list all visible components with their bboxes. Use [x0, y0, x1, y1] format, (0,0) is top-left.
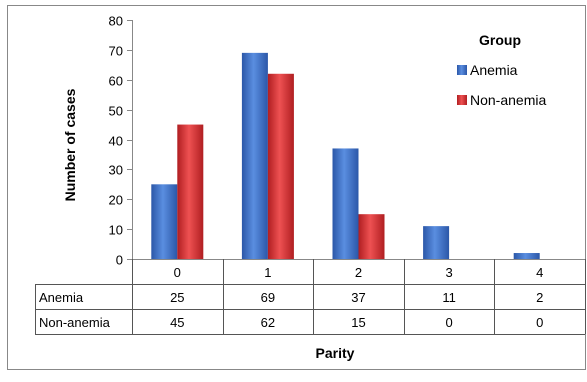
y-tick-label: 20: [109, 193, 123, 208]
x-tick-label: 0: [174, 265, 181, 280]
x-tick-label: 1: [264, 265, 271, 280]
table-cell: 11: [442, 290, 456, 305]
bar-anemia-1: [241, 52, 268, 259]
y-tick-label: 0: [116, 253, 123, 268]
table-cell: 25: [170, 290, 184, 305]
table-cell: 2: [536, 290, 543, 305]
y-tick-label: 10: [109, 223, 123, 238]
bar-non-anemia-1: [267, 73, 294, 260]
y-axis-label: Number of cases: [62, 88, 78, 201]
x-tick-label: 4: [536, 265, 543, 280]
bar-anemia-4: [513, 253, 540, 259]
table-cell: 0: [445, 315, 452, 330]
x-axis-label: Parity: [316, 345, 355, 361]
legend-label: Anemia: [470, 62, 518, 78]
y-tick-label: 80: [109, 14, 123, 29]
bar-anemia-3: [423, 226, 450, 259]
y-tick-label: 40: [109, 134, 123, 149]
table-cell: 45: [170, 315, 184, 330]
data-table: 0 1 2 3 4 Anemia 25 69 37 11 2 Non-anemia 45 62 15 0 0: [35, 259, 586, 335]
table-row-label: Non-anemia: [39, 315, 111, 330]
table-cell: 15: [351, 315, 365, 330]
table-cell: 62: [261, 315, 275, 330]
table-row-label: Anemia: [39, 290, 84, 305]
table-cell: 37: [351, 290, 365, 305]
x-tick-label: 2: [355, 265, 362, 280]
y-tick-label: 70: [109, 44, 123, 59]
legend-title: Group: [479, 32, 521, 48]
y-tick-label: 50: [109, 104, 123, 119]
bar-anemia-2: [332, 148, 359, 259]
table-cell: 0: [536, 315, 543, 330]
plot-area: 0 10 20 30 40 50 60 70 80: [109, 14, 585, 268]
bar-non-anemia-0: [177, 124, 204, 259]
y-tick-label: 60: [109, 74, 123, 89]
chart-border: [7, 5, 586, 370]
legend-label: Non-anemia: [470, 92, 546, 108]
x-tick-label: 3: [445, 265, 452, 280]
legend-swatch: [457, 65, 467, 75]
bar-anemia-0: [151, 184, 178, 259]
legend-swatch: [457, 95, 467, 105]
table-cell: 69: [261, 290, 275, 305]
bar-non-anemia-2: [358, 214, 385, 259]
y-tick-label: 30: [109, 163, 123, 178]
legend: Group Anemia Non-anemia: [457, 32, 546, 108]
